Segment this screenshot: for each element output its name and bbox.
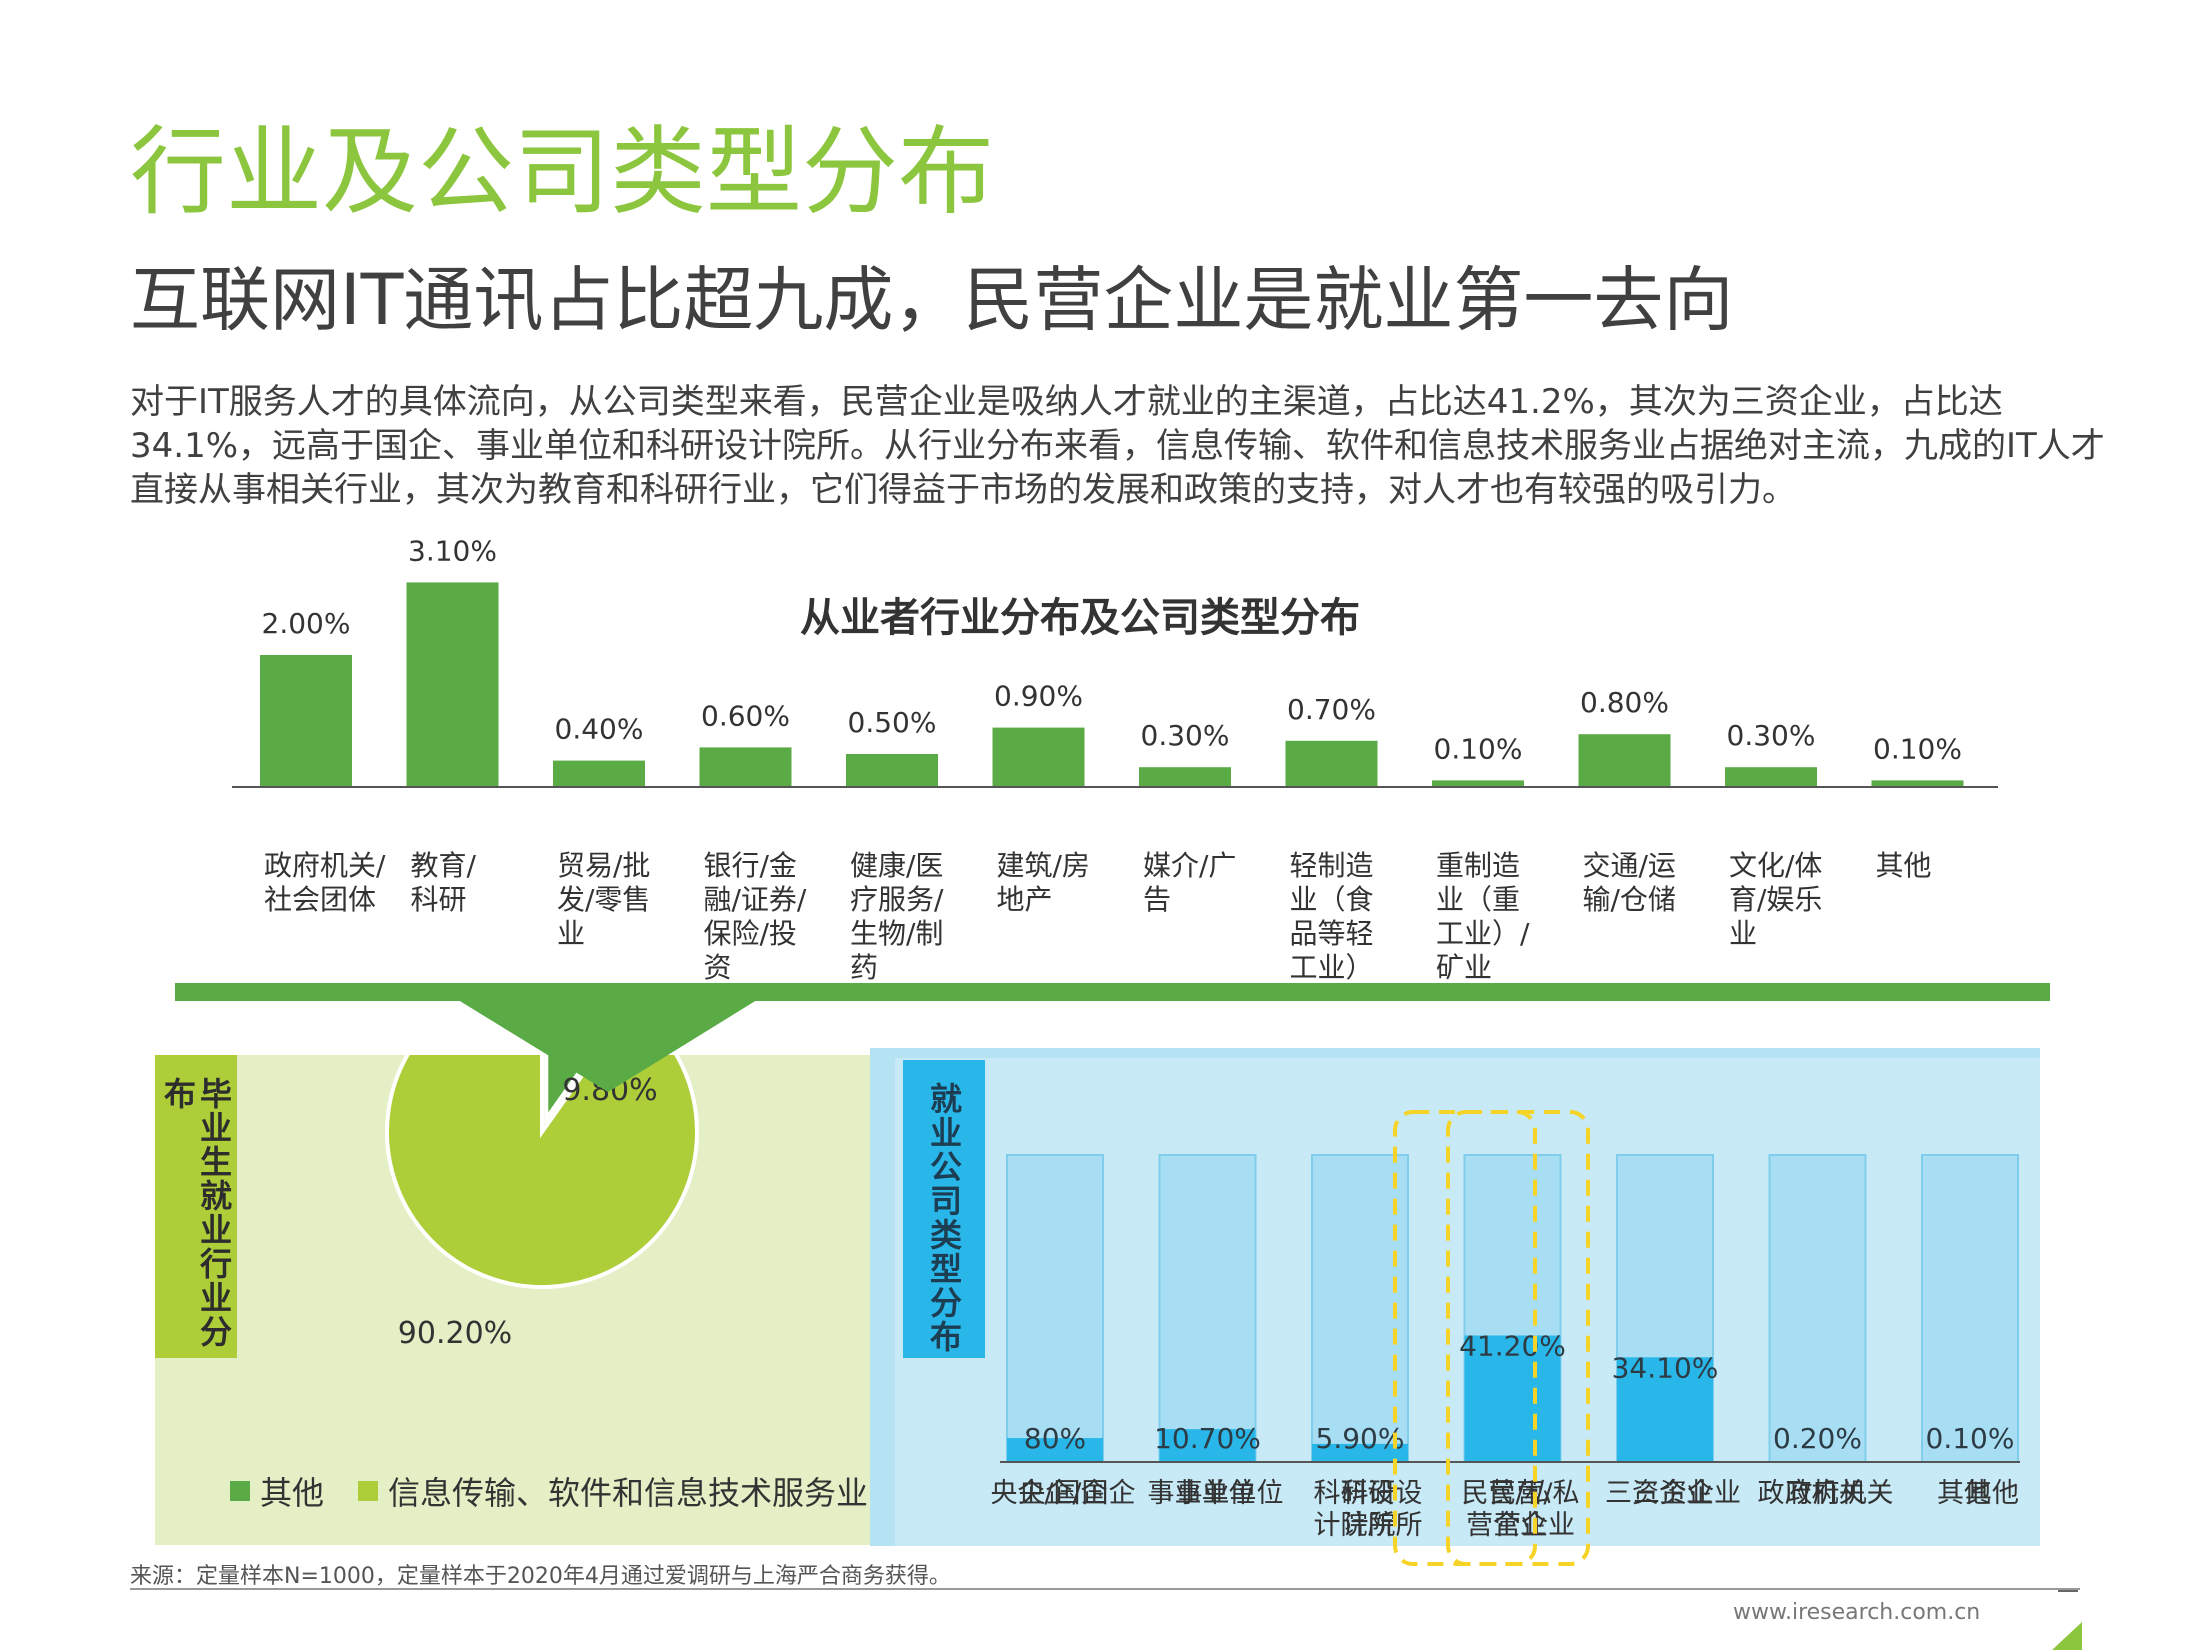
industry-category-label: 生物/制	[850, 917, 943, 950]
company-type-tag: 就业公司类型分布	[903, 1060, 985, 1358]
pie-slice	[385, 1055, 699, 1289]
company-type-tag-label: 就业公司类型分布	[925, 1082, 963, 1354]
industry-value-label: 0.70%	[1287, 693, 1376, 726]
industry-bar-chart: 2.00%政府机关/社会团体3.10%教育/科研0.40%贸易/批发/零售业0.…	[232, 534, 1998, 984]
industry-bar	[553, 760, 645, 787]
pie-value-label: 90.20%	[398, 1316, 512, 1351]
industry-category-label: 业（重	[1436, 883, 1520, 916]
industry-category-label: 告	[1143, 883, 1171, 916]
source-note: 来源：定量样本N=1000，定量样本于2020年4月通过爱调研与上海严合商务获得…	[130, 1564, 951, 1589]
industry-bar	[1139, 767, 1231, 787]
industry-value-label: 0.40%	[555, 713, 644, 746]
graduate-industry-tag: 毕业生就业行业分布	[155, 1055, 237, 1358]
industry-category-label: 银行/金	[704, 849, 797, 882]
industry-value-label: 0.80%	[1580, 686, 1669, 719]
industry-category-label: 药	[850, 951, 878, 984]
company-type-panel-inner	[895, 1058, 2040, 1546]
industry-bar	[260, 655, 352, 787]
industry-bars: 2.00%政府机关/社会团体3.10%教育/科研0.40%贸易/批发/零售业0.…	[260, 534, 1964, 984]
industry-chart-title: 从业者行业分布及公司类型分布	[800, 595, 1360, 641]
industry-category-label: 工业）	[1290, 951, 1374, 984]
industry-category-label: 重制造	[1436, 849, 1520, 882]
industry-value-label: 0.30%	[1141, 719, 1230, 752]
footer-url[interactable]: www.iresearch.com.cn	[1733, 1600, 1981, 1625]
industry-category-label: 建筑/房	[997, 849, 1090, 882]
industry-category-label: 育/娱乐	[1729, 883, 1822, 916]
industry-category-label: 政府机关/	[264, 849, 386, 882]
industry-value-label: 0.60%	[701, 699, 790, 732]
industry-category-label: 业（食	[1290, 883, 1374, 916]
industry-category-label: 发/零售	[557, 883, 650, 916]
industry-category-label: 工业）/	[1436, 917, 1530, 950]
industry-category-label: 教育/	[411, 849, 477, 882]
legend-swatch-it	[358, 1481, 379, 1501]
legend-item-other: 其他	[230, 1468, 324, 1514]
industry-category-label: 社会团体	[264, 883, 376, 916]
industry-category-label: 业	[557, 917, 585, 950]
industry-bar	[1432, 780, 1524, 787]
industry-value-label: 0.50%	[848, 706, 937, 739]
graduate-industry-tag-label: 毕业生就业行业分布	[159, 1077, 233, 1349]
footer-divider	[130, 1588, 2080, 1590]
industry-category-label: 轻制造	[1290, 849, 1374, 882]
pie-value-label: 9.80%	[562, 1073, 657, 1108]
industry-value-label: 3.10%	[408, 534, 497, 567]
industry-bar	[1725, 767, 1817, 787]
industry-category-label: 健康/医	[850, 849, 943, 882]
industry-value-label: 0.10%	[1434, 732, 1523, 765]
industry-bar	[846, 754, 938, 787]
industry-value-label: 0.30%	[1727, 719, 1816, 752]
legend-label-other: 其他	[260, 1474, 325, 1512]
industry-value-label: 0.90%	[994, 680, 1083, 713]
industry-bar	[1285, 740, 1378, 787]
industry-category-label: 融/证券/	[704, 883, 807, 916]
industry-bar	[699, 747, 792, 787]
industry-category-label: 地产	[997, 883, 1053, 916]
company-type-panel	[870, 1048, 2040, 1546]
page-title: 行业及公司类型分布	[130, 116, 994, 228]
industry-category-label: 文化/体	[1729, 849, 1822, 882]
legend-item-it: 信息传输、软件和信息技术服务业	[358, 1468, 868, 1514]
industry-category-label: 业	[1729, 917, 1757, 950]
industry-category-label: 科研	[411, 883, 467, 916]
industry-category-label: 其他	[1876, 849, 1932, 882]
industry-bar	[406, 582, 499, 787]
corner-triangle-icon	[2052, 1622, 2082, 1650]
industry-category-label: 资	[704, 951, 732, 984]
industry-bar	[1871, 780, 1964, 787]
corner-dash	[2058, 1590, 2078, 1592]
industry-category-label: 媒介/广	[1143, 849, 1236, 882]
industry-category-label: 疗服务/	[850, 883, 944, 916]
industry-category-label: 矿业	[1436, 951, 1492, 984]
industry-value-label: 2.00%	[262, 607, 351, 640]
industry-category-label: 交通/运	[1583, 849, 1676, 882]
industry-bar	[1578, 734, 1671, 787]
industry-category-label: 保险/投	[704, 917, 797, 950]
industry-bar	[992, 727, 1085, 787]
industry-value-label: 0.10%	[1873, 732, 1962, 765]
legend-swatch-other	[230, 1481, 250, 1501]
intro-paragraph: 对于IT服务人才的具体流向，从公司类型来看，民营企业是吸纳人才就业的主渠道，占比…	[130, 382, 2105, 510]
pie-legend: 其他 信息传输、软件和信息技术服务业	[230, 1468, 868, 1514]
industry-category-label: 输/仓储	[1583, 883, 1676, 916]
legend-label-it: 信息传输、软件和信息技术服务业	[388, 1474, 869, 1512]
industry-category-label: 品等轻	[1290, 917, 1374, 950]
industry-category-label: 贸易/批	[557, 849, 650, 882]
page-subtitle: 互联网IT通讯占比超九成，民营企业是就业第一去向	[130, 259, 1734, 341]
